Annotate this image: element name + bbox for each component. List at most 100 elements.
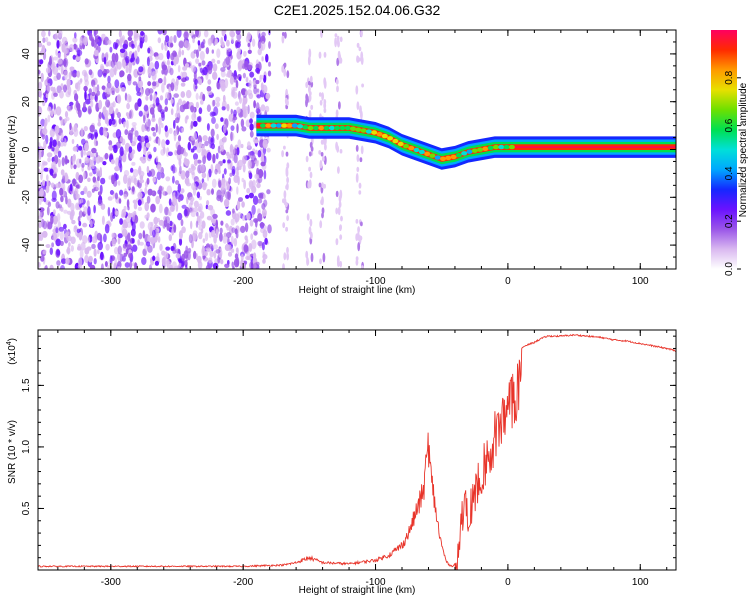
spectrogram-cell [164, 44, 168, 52]
spectrogram-cell [253, 86, 258, 95]
spectrogram-cell [253, 230, 258, 236]
spectrogram-cell [197, 40, 201, 46]
spectrogram-cell [126, 102, 130, 110]
spectrogram-cell [190, 105, 195, 113]
spectrogram-cell [209, 142, 212, 149]
spectrogram-cell [335, 190, 339, 198]
spectrogram-cell [235, 41, 241, 49]
spectrogram-cell [118, 30, 122, 38]
spectrogram-cell [239, 59, 244, 68]
spectrogram-cell [270, 123, 277, 128]
spectrogram-cell [231, 36, 234, 44]
spectrogram-cell [95, 180, 100, 191]
spectrogram-cell [229, 76, 234, 85]
spectrogram-cell [146, 177, 150, 185]
spectrogram-cell [147, 244, 153, 253]
spectrogram-cell [207, 65, 213, 75]
spectrogram-cell [252, 262, 259, 269]
spectrogram-cell [40, 72, 44, 83]
spectrogram-cell [257, 39, 262, 50]
spectrogram-cell [249, 261, 254, 269]
spectrogram-cell [102, 126, 106, 136]
spectrogram-cell [169, 205, 175, 212]
spectrogram-cell [202, 66, 208, 76]
spectrogram-cell [434, 155, 441, 160]
spectrogram-cell [181, 127, 184, 133]
spectrogram-cell [131, 175, 137, 184]
spectrogram-cell [131, 43, 135, 49]
spectrogram-cell [226, 103, 230, 112]
spectrogram-cell [355, 259, 359, 266]
spectrogram-cell [71, 155, 76, 165]
colorbar-tick-label: 0.0 [724, 262, 735, 276]
spectrogram-cell [355, 233, 359, 241]
spectrogram-cell [148, 136, 152, 142]
spectrogram-cell [244, 155, 247, 162]
spectrogram-cell [195, 92, 199, 101]
spectrogram-cell [72, 54, 77, 60]
x-tick-label: -300 [101, 276, 121, 287]
spectrogram-cell [55, 238, 61, 247]
spectrogram-cell [165, 246, 171, 251]
spectrogram-cell [39, 59, 44, 65]
spectrogram-cell [216, 133, 219, 140]
spectrogram-cell [127, 30, 133, 38]
spectrogram-cell [144, 135, 149, 141]
spectrogram-cell [44, 36, 49, 43]
spectrogram-cell [255, 102, 260, 111]
spectrogram-cell [155, 123, 158, 133]
spectrogram-cell [216, 60, 221, 64]
spectrogram-cell [257, 213, 263, 222]
spectrogram-cell [185, 264, 188, 269]
spectrogram-cell [281, 65, 285, 73]
spectrogram-cell [55, 49, 58, 56]
spectrogram-cell [44, 264, 48, 269]
spectrogram-cell [168, 198, 172, 206]
spectrogram-cell [89, 124, 95, 133]
spectrogram-cell [107, 196, 113, 201]
spectrogram-cell [195, 58, 200, 64]
spectrogram-cell [38, 70, 41, 75]
spectrogram-cell [100, 263, 104, 269]
spectrogram-cell [118, 118, 122, 125]
spectrogram-cell [132, 169, 139, 177]
spectrogram-cell [310, 81, 314, 88]
spectrogram-cell [169, 220, 173, 227]
spectrogram-cell [59, 240, 64, 246]
spectrogram-cell [159, 243, 163, 251]
spectrogram-cell [178, 258, 183, 264]
spectrogram-cell [191, 112, 197, 121]
spectrogram-cell [323, 107, 327, 114]
spectrogram-cell [335, 238, 339, 246]
spectrogram-cell [408, 145, 415, 151]
spectrogram-y-axis-label: Frequency (Hz) [7, 116, 18, 185]
spectrogram-cell [257, 48, 262, 56]
spectrogram-cell [127, 232, 131, 242]
spectrogram-cell [82, 222, 88, 228]
spectrogram-cell [206, 123, 210, 131]
spectrogram-cell [165, 176, 171, 182]
spectrogram-cell [112, 110, 115, 119]
spectrogram-cell [339, 125, 346, 131]
spectrogram-cell [323, 125, 330, 131]
spectrogram-cell [133, 135, 137, 145]
spectrogram-cell [285, 151, 289, 157]
spectrogram-cell [96, 232, 102, 241]
spectrogram-cell [323, 99, 327, 105]
spectrogram-cell [192, 230, 198, 237]
spectrogram-cell [256, 94, 262, 99]
spectrogram-cell [97, 121, 102, 127]
spectrogram-cell [53, 103, 56, 111]
spectrogram-cell [200, 164, 205, 173]
spectrogram-cell [119, 48, 126, 54]
spectrogram-cell [163, 75, 167, 86]
snr-y-ticks: 0.5 1.0 1.5 [21, 335, 676, 571]
spectrogram-cell [308, 151, 312, 157]
spectrogram-cell [257, 198, 263, 204]
spectrogram-cell [155, 228, 160, 238]
spectrogram-cell [230, 235, 234, 245]
spectrogram-cell [64, 111, 69, 118]
spectrogram-cell [283, 145, 286, 150]
spectrogram-cell [97, 249, 100, 255]
spectrogram-cell [151, 71, 157, 81]
